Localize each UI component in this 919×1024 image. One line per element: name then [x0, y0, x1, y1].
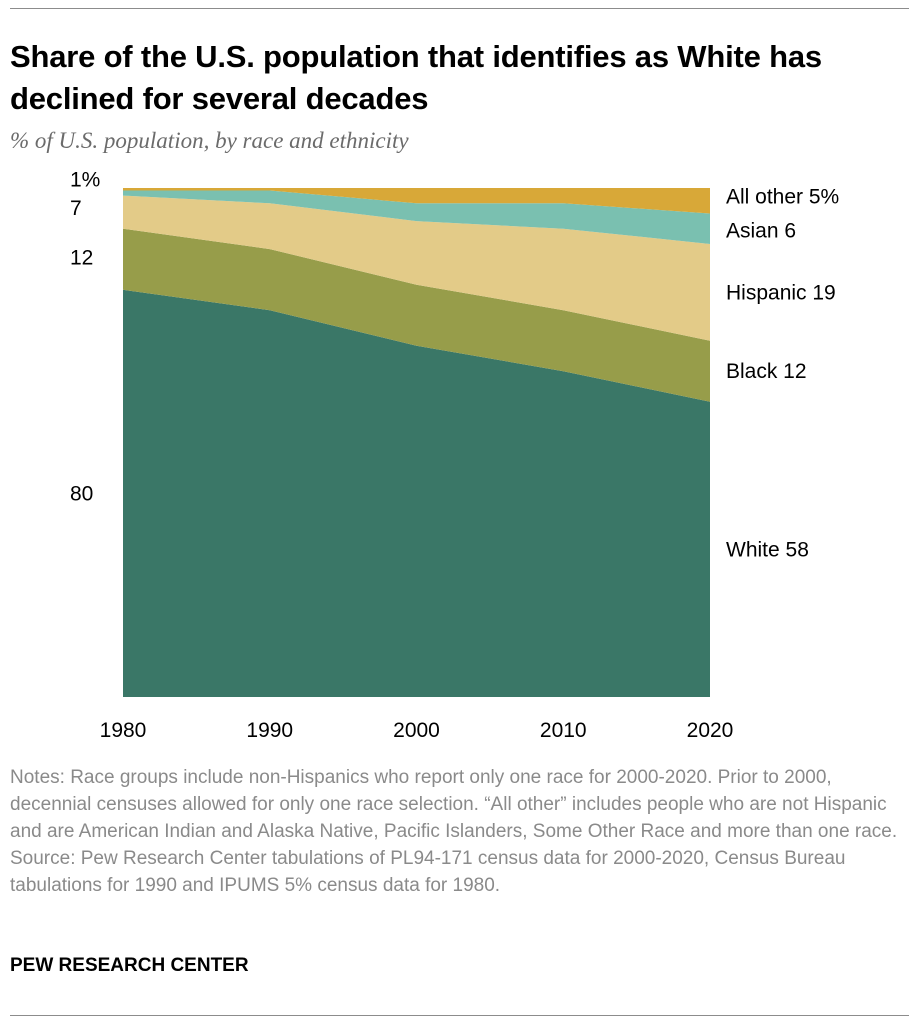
end-label-all-other: All other 5% [726, 186, 839, 209]
bottom-rule [10, 1015, 909, 1016]
end-label-white: White 58 [726, 538, 809, 561]
area-black [123, 228, 710, 402]
x-axis-tick-labels: 1980 1990 2000 2010 2020 [100, 719, 734, 742]
chart-title: Share of the U.S. population that identi… [10, 39, 822, 116]
chart-subtitle: % of U.S. population, by race and ethnic… [10, 128, 409, 153]
area-asian [123, 190, 710, 244]
start-label-black: 12 [70, 246, 93, 269]
start-label-white: 80 [70, 482, 93, 505]
end-label-hispanic: Hispanic 19 [726, 281, 836, 304]
end-series-labels: White 58 Black 12 Hispanic 19 Asian 6 All ot… [726, 186, 839, 562]
notes-block: Notes: Race groups include non-Hispanics… [10, 764, 905, 899]
area-white [123, 289, 710, 697]
x-tick-2020: 2020 [687, 719, 734, 742]
start-label-hispanic: 7 [70, 197, 82, 220]
start-value-labels: 80 12 7 1% [70, 170, 100, 505]
area-layers [123, 188, 710, 697]
x-tick-2000: 2000 [393, 719, 440, 742]
end-label-black: Black 12 [726, 360, 807, 383]
start-label-all-other: 1% [70, 170, 100, 191]
area-hispanic [123, 195, 710, 341]
x-tick-1990: 1990 [246, 719, 293, 742]
top-rule [10, 8, 909, 9]
stacked-area-chart: 80 12 7 1% White 58 Black 12 Hispanic 19 Asian… [70, 170, 839, 742]
source-text: Source: Pew Research Center tabulations … [10, 848, 846, 896]
brand-logo-text: PEW RESEARCH CENTER [10, 955, 249, 976]
notes-text: Notes: Race groups include non-Hispanics… [10, 767, 898, 842]
area-all-other [123, 188, 710, 214]
x-tick-1980: 1980 [100, 719, 147, 742]
x-tick-2010: 2010 [540, 719, 587, 742]
end-label-asian: Asian 6 [726, 220, 796, 243]
